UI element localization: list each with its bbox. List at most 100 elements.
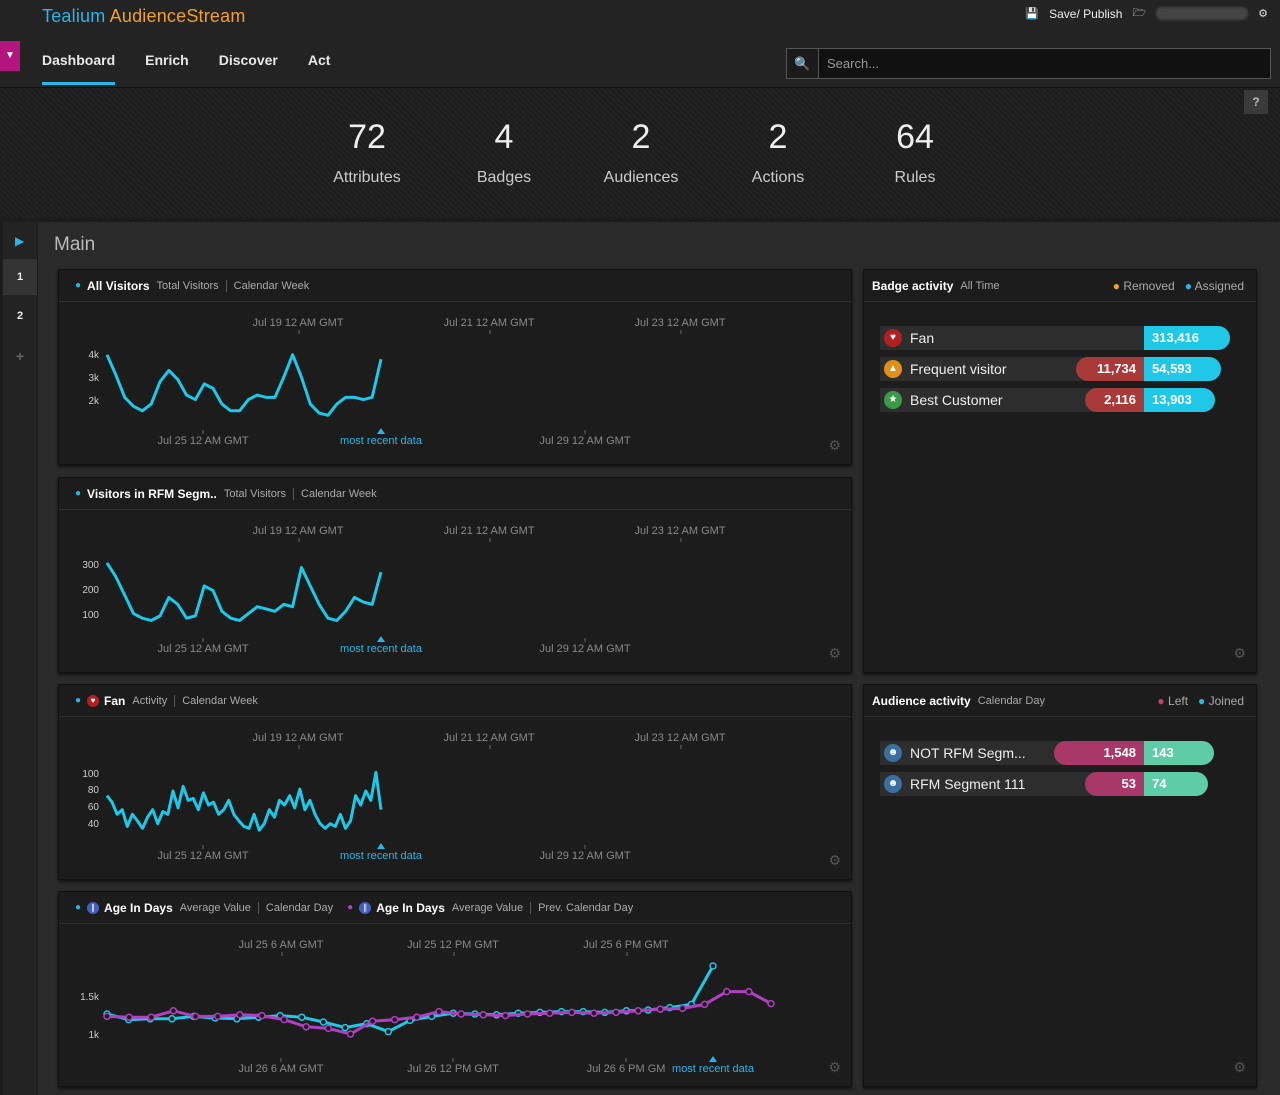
stat-value: 72 — [348, 118, 386, 156]
panel-period: Calendar Day — [265, 901, 334, 914]
add-page-button[interactable]: + — [15, 348, 25, 364]
top-axis-tick-label: Jul 23 12 AM GMT — [634, 317, 725, 329]
page-tab-1[interactable]: 1 — [3, 259, 37, 295]
dashboard-page-rail: ▶ 1 2 + — [3, 222, 37, 1095]
profile-name-blurred[interactable] — [1156, 7, 1249, 20]
gear-icon[interactable]: ⚙ — [828, 1059, 841, 1075]
gear-icon[interactable]: ⚙ — [1233, 645, 1246, 661]
search-input[interactable] — [819, 49, 1270, 78]
audience-legend: ● Left ● Joined — [1157, 694, 1256, 708]
gear-icon[interactable]: ⚙ — [1258, 8, 1268, 20]
stat-attributes[interactable]: 72 Attributes — [307, 118, 427, 187]
badge-row[interactable]: ▲ Frequent visitor 11,734 54,593 — [880, 357, 1221, 381]
legend-joined[interactable]: ● Joined — [1198, 693, 1244, 708]
y-axis-tick-label: 3k — [88, 373, 100, 384]
tab-discover[interactable]: Discover — [218, 52, 278, 68]
gear-icon[interactable]: ⚙ — [1233, 1059, 1246, 1075]
data-point — [280, 1015, 288, 1024]
bottom-axis-tick-label: Jul 26 12 PM GMT — [407, 1063, 499, 1075]
panel-title[interactable]: Age In Days — [376, 900, 445, 915]
stat-badges[interactable]: 4 Badges — [444, 118, 564, 187]
badge-row[interactable]: ♥ Fan 313,416 — [880, 326, 1230, 350]
tab-act[interactable]: Act — [307, 52, 331, 68]
panel-title[interactable]: Badge activity — [872, 278, 954, 293]
gear-icon[interactable]: ⚙ — [828, 437, 841, 453]
legend-removed[interactable]: ● Removed — [1112, 278, 1175, 293]
gear-icon[interactable]: ⚙ — [828, 852, 841, 868]
y-axis-tick-label: 4k — [88, 350, 100, 361]
sidebar-toggle-button[interactable]: ▼ — [0, 41, 20, 71]
panel-title[interactable]: Age In Days — [104, 900, 173, 915]
fan-panel: ● ♥ Fan Activity Calendar Week Jul 19 12… — [58, 684, 852, 880]
badge-row[interactable]: ★ Best Customer 2,116 13,903 — [880, 388, 1215, 412]
main-area: Main ● All Visitors Total Visitors Calen… — [38, 222, 1280, 1095]
audience-row[interactable]: ☻ NOT RFM Segm... 1,548 143 — [880, 741, 1214, 765]
removed-bar: 11,734 — [1076, 357, 1144, 381]
folder-icon[interactable]: 🗁 — [1132, 7, 1147, 19]
top-axis-tick-label: Jul 25 6 AM GMT — [239, 939, 324, 951]
panel-title[interactable]: Visitors in RFM Segm.. — [87, 486, 217, 501]
data-point — [634, 1007, 642, 1015]
panel-period: All Time — [960, 279, 1000, 292]
bottom-axis-tick-label: Jul 29 12 AM GMT — [539, 435, 630, 447]
legend-left[interactable]: ● Left — [1157, 693, 1189, 708]
data-point — [590, 1009, 598, 1017]
audience-activity-panel: Audience activity Calendar Day ● Left ● … — [863, 684, 1257, 1087]
data-point — [479, 1011, 488, 1019]
help-button[interactable]: ? — [1244, 90, 1268, 114]
stat-label: Audiences — [603, 169, 679, 186]
legend-assigned[interactable]: ● Assigned — [1184, 278, 1244, 293]
audience-row[interactable]: ☻ RFM Segment 111 53 74 — [880, 772, 1208, 796]
panel-metric: Total Visitors — [224, 487, 295, 500]
data-point — [545, 1009, 554, 1017]
data-point — [125, 1013, 133, 1021]
search-icon[interactable]: 🔍 — [787, 49, 819, 78]
panel-title[interactable]: Audience activity — [872, 693, 971, 708]
panel-title[interactable]: Fan — [104, 693, 126, 708]
age-in-days-panel: ● ∥ Age In Days Average Value Calendar D… — [58, 891, 852, 1087]
most-recent-data-label: most recent data — [340, 643, 423, 655]
series-line — [105, 353, 383, 417]
page-tab-2[interactable]: 2 — [16, 310, 24, 322]
y-axis-tick-label: 1.5k — [80, 992, 100, 1003]
panel-metric: Total Visitors — [157, 279, 227, 292]
expand-arrow-icon[interactable]: ▶ — [15, 234, 25, 248]
panel-period: Calendar Week — [233, 279, 310, 292]
data-point — [103, 1012, 111, 1021]
most-recent-marker — [709, 1056, 717, 1062]
data-point — [612, 1008, 620, 1017]
page-title: Main — [54, 234, 96, 255]
top-right-toolbar: 💾 Save/ Publish 🗁 ⚙ — [1025, 4, 1268, 23]
panel-metric: Average Value — [180, 901, 259, 914]
data-point — [501, 1011, 510, 1020]
data-point — [341, 1023, 349, 1032]
audience-name: NOT RFM Segm... — [910, 745, 1026, 761]
panel-period: Calendar Week — [182, 694, 258, 707]
stat-label: Attributes — [333, 169, 401, 186]
series-dot-icon: ● — [75, 488, 82, 499]
top-axis-tick-label: Jul 19 12 AM GMT — [252, 525, 343, 537]
assigned-bar: 313,416 — [1144, 326, 1230, 350]
stat-rules[interactable]: 64 Rules — [855, 118, 975, 187]
bottom-axis-tick-label: Jul 26 6 AM GMT — [239, 1063, 324, 1075]
gear-icon[interactable]: ⚙ — [828, 645, 841, 661]
y-axis-tick-label: 40 — [88, 819, 100, 830]
all-visitors-chart: Jul 19 12 AM GMT Jul 21 12 AM GMT Jul 23 1… — [88, 317, 725, 447]
panel-period: Prev. Calendar Day — [538, 901, 634, 914]
tab-enrich[interactable]: Enrich — [145, 52, 189, 68]
data-point — [319, 1018, 328, 1026]
app-logo[interactable]: Tealium AudienceStream — [42, 6, 246, 27]
save-publish-button[interactable]: Save/ Publish — [1049, 6, 1123, 21]
badge-name: Frequent visitor — [910, 361, 1007, 377]
stat-actions[interactable]: 2 Actions — [718, 118, 838, 187]
bottom-axis-tick-label: Jul 25 12 AM GMT — [157, 435, 248, 447]
panel-title[interactable]: All Visitors — [87, 278, 150, 293]
stat-value: 2 — [768, 118, 788, 156]
series-line — [105, 770, 383, 832]
tab-dashboard[interactable]: Dashboard — [42, 52, 116, 85]
stat-audiences[interactable]: 2 Audiences — [581, 118, 701, 187]
data-point — [767, 999, 775, 1008]
people-icon: ☻ — [884, 744, 902, 762]
y-axis-tick-label: 60 — [88, 802, 100, 813]
data-point — [213, 1012, 222, 1021]
